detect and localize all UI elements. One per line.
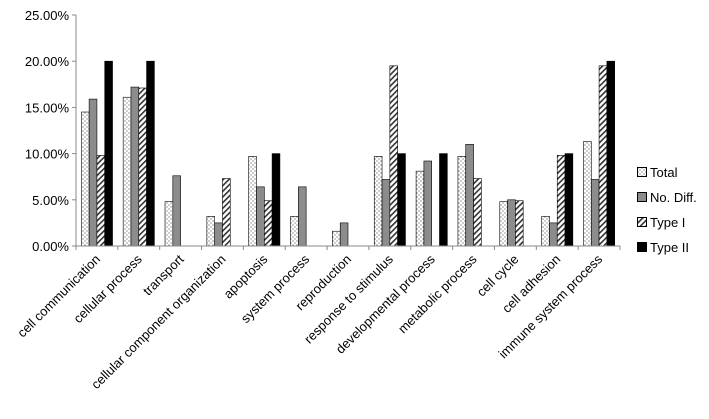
- bar-gray: [549, 222, 558, 247]
- bar-diagonal: [556, 155, 566, 247]
- bar-dots: [81, 111, 90, 247]
- x-category-label: metabolic process: [395, 251, 480, 336]
- bar-dots: [373, 156, 383, 247]
- legend: Total No. Diff. Type I Type II: [637, 162, 709, 262]
- bar-black: [271, 153, 281, 247]
- bar-gray: [172, 175, 181, 247]
- bar-diagonal: [389, 65, 398, 247]
- bar-black: [104, 60, 113, 247]
- bar-dots: [164, 201, 174, 247]
- bar-gray: [298, 186, 307, 247]
- bars: [81, 60, 615, 247]
- bar-gray: [339, 222, 349, 247]
- legend-item: Type II: [637, 237, 709, 257]
- bar-gray: [88, 98, 98, 247]
- y-axis: 0.00% 5.00% 10.00% 15.00% 20.00% 25.00%: [25, 8, 77, 254]
- bar-black: [439, 153, 448, 247]
- bar-black: [146, 60, 155, 247]
- y-tick-label: 10.00%: [25, 147, 70, 162]
- legend-item: No. Diff.: [637, 187, 709, 207]
- bar-gray: [256, 186, 265, 247]
- bar-dots: [457, 156, 467, 247]
- bar-gray: [507, 199, 516, 247]
- legend-item: Type I: [637, 212, 709, 232]
- bar-gray: [130, 86, 140, 247]
- bar-black: [564, 153, 574, 247]
- legend-swatch: [637, 167, 647, 177]
- bar-gray: [465, 144, 474, 247]
- bar-dots: [583, 141, 592, 247]
- bar-diagonal: [222, 178, 231, 247]
- bar-dots: [206, 216, 215, 247]
- legend-label: Type I: [650, 214, 686, 230]
- bar-diagonal: [598, 65, 608, 247]
- bar-dots: [541, 216, 550, 247]
- bar-gray: [590, 179, 600, 247]
- bar-dots: [332, 230, 341, 247]
- bar-dots: [122, 96, 132, 247]
- bar-gray: [381, 179, 391, 247]
- bar-black: [397, 153, 406, 247]
- y-tick-label: 20.00%: [25, 54, 70, 69]
- bar-diagonal: [96, 155, 106, 247]
- y-tick-label: 5.00%: [32, 193, 69, 208]
- legend-label: Total: [650, 164, 678, 180]
- bar-gray: [423, 160, 432, 247]
- legend-label: No. Diff.: [650, 189, 697, 205]
- legend-swatch: [637, 192, 647, 202]
- y-tick-label: 25.00%: [25, 8, 70, 23]
- bar-dots: [290, 216, 299, 247]
- y-tick-label: 0.00%: [32, 239, 69, 254]
- bar-diagonal: [264, 200, 273, 247]
- bar-black: [606, 60, 615, 247]
- bar-dots: [248, 156, 257, 247]
- legend-swatch: [637, 217, 647, 227]
- bar-gray: [214, 222, 223, 247]
- bar-diagonal: [473, 178, 482, 247]
- bar-diagonal: [515, 200, 524, 247]
- legend-swatch: [637, 242, 647, 252]
- legend-label: Type II: [650, 239, 690, 255]
- legend-item: Total: [637, 162, 709, 182]
- bar-dots: [415, 170, 425, 247]
- bar-diagonal: [138, 87, 147, 247]
- y-tick-label: 15.00%: [25, 100, 70, 115]
- bar-dots: [499, 201, 508, 247]
